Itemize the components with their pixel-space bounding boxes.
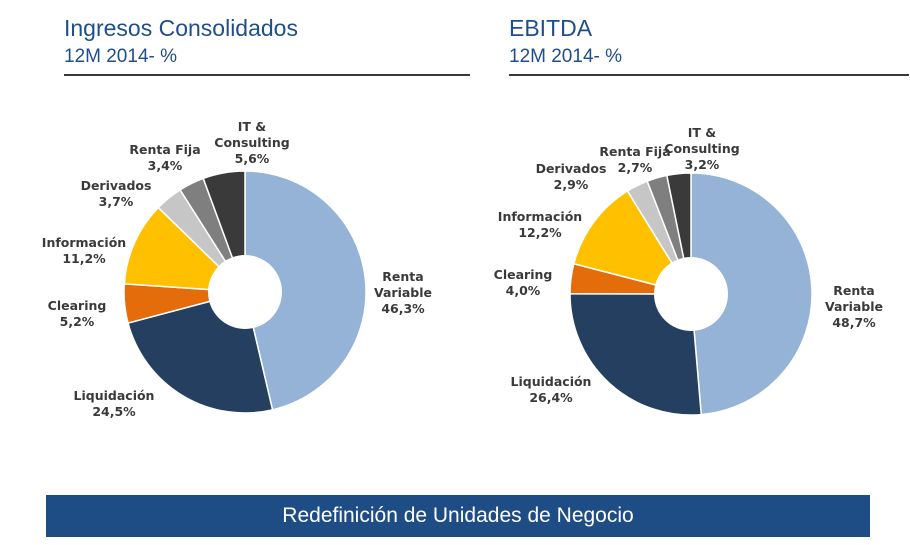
left-header-divider [64, 74, 470, 76]
ebitda-donut-chart: Renta Variable 48,7% Liquidación 26,4% Cleari… [494, 125, 883, 416]
label-clearing: Clearing 5,2% [48, 298, 107, 329]
label-liquidacion: Liquidación 24,5% [74, 388, 155, 419]
label-informacion: Información 11,2% [42, 235, 126, 266]
slice-informacion [572, 189, 693, 296]
ingresos-donut-chart: Renta Variable 46,3% Liquidación 24,5% Cleari… [42, 119, 432, 419]
label-renta-fija: Renta Fija 2,7% [599, 144, 670, 175]
right-chart-subtitle: 12M 2014- % [509, 46, 623, 67]
label-informacion: Información 12,2% [498, 209, 582, 240]
slice-renta-variable [690, 172, 813, 416]
label-it-consulting: IT & Consulting 3,2% [664, 125, 739, 172]
business-units-banner: Redefinición de Unidades de Negocio [46, 495, 870, 537]
label-clearing: Clearing 4,0% [494, 267, 553, 298]
label-liquidacion: Liquidación 26,4% [511, 374, 592, 405]
left-chart-subtitle: 12M 2014- % [64, 46, 178, 67]
left-chart-title: Ingresos Consolidados [64, 15, 298, 41]
donut-hole [654, 257, 728, 331]
right-chart-title: EBITDA [509, 15, 593, 41]
label-renta-variable: Renta Variable 48,7% [825, 283, 883, 330]
slice-liquidacion [569, 293, 703, 416]
label-derivados: Derivados 3,7% [81, 178, 152, 209]
label-it-consulting: IT & Consulting 5,6% [214, 119, 289, 166]
label-renta-fija: Renta Fija 3,4% [129, 142, 200, 173]
slice-renta-variable [244, 170, 367, 411]
label-derivados: Derivados 2,9% [536, 161, 607, 192]
label-renta-variable: Renta Variable 46,3% [374, 269, 432, 316]
right-header-divider [509, 74, 909, 76]
donut-hole [208, 255, 282, 329]
